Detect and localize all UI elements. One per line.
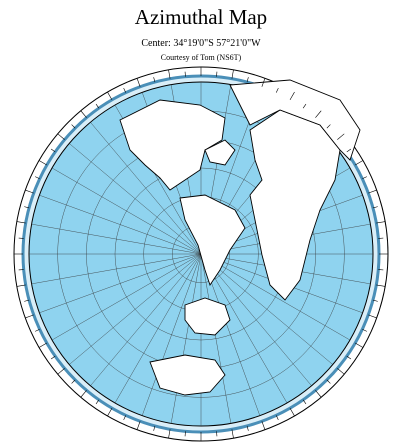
bearing-tick <box>57 368 65 375</box>
bearing-tick <box>326 124 331 129</box>
bearing-tick <box>362 176 367 180</box>
bearing-tick <box>372 206 378 209</box>
bearing-tick <box>168 69 171 79</box>
bearing-tick <box>362 328 367 332</box>
bearing-tick <box>71 379 76 384</box>
bearing-tick <box>302 399 307 405</box>
bearing-tick <box>372 299 378 302</box>
bearing-tick <box>95 103 100 109</box>
map-center: Center: 34°19'0"S 57°21'0"W <box>141 38 261 49</box>
bearing-tick <box>38 160 47 166</box>
bearing-tick <box>107 408 113 417</box>
bearing-tick <box>123 88 127 93</box>
asia <box>229 79 361 161</box>
bearing-tick <box>57 133 65 140</box>
bearing-tick <box>275 415 279 420</box>
bearing-tick <box>376 221 386 224</box>
bearing-tick <box>275 88 279 93</box>
bearing-tick <box>261 421 266 430</box>
bearing-tick <box>337 368 345 375</box>
bearing-tick <box>355 160 364 166</box>
bearing-tick <box>261 78 266 87</box>
bearing-tick <box>80 390 87 398</box>
bearing-tick <box>231 429 234 439</box>
bearing-tick <box>16 284 26 287</box>
bearing-tick <box>246 77 249 83</box>
bearing-tick <box>168 429 171 439</box>
bearing-tick <box>289 408 295 417</box>
north-america <box>119 99 226 191</box>
bearing-tick <box>50 355 56 360</box>
bearing-tick <box>368 314 377 319</box>
bearing-tick <box>136 421 141 430</box>
bearing-tick <box>24 206 30 209</box>
bearing-tick <box>246 425 249 431</box>
bearing-tick <box>24 299 30 302</box>
bearing-tick <box>346 355 352 360</box>
bearing-tick <box>25 314 34 319</box>
landmasses <box>119 79 361 396</box>
bearing-tick <box>38 342 47 348</box>
australia <box>149 354 226 396</box>
bearing-tick <box>123 415 127 420</box>
bearing-tick <box>337 133 345 140</box>
bearing-tick <box>355 342 364 348</box>
bearing-tick <box>35 328 40 332</box>
bearing-tick <box>368 189 377 194</box>
south-america <box>179 194 246 287</box>
bearing-tick <box>231 69 234 79</box>
bearing-tick <box>302 103 307 109</box>
bearing-tick <box>376 284 386 287</box>
bearing-tick <box>107 91 113 100</box>
bearing-tick <box>315 110 322 118</box>
greenland <box>204 139 236 166</box>
bearing-tick <box>80 110 87 118</box>
map-credit: Courtesy of Tom (NS6T) <box>161 53 242 62</box>
bearing-tick <box>289 91 295 100</box>
bearing-tick <box>35 176 40 180</box>
antarctica <box>184 297 231 336</box>
bearing-tick <box>153 425 156 431</box>
bearing-tick <box>326 379 331 384</box>
bearing-tick <box>346 148 352 153</box>
bearing-tick <box>50 148 56 153</box>
bearing-tick <box>25 189 34 194</box>
map-title: Azimuthal Map <box>135 5 267 29</box>
bearing-tick <box>136 78 141 87</box>
bearing-tick <box>315 390 322 398</box>
bearing-tick <box>153 77 156 83</box>
bearing-tick <box>16 221 26 224</box>
bearing-tick <box>95 399 100 405</box>
bearing-tick <box>71 124 76 129</box>
